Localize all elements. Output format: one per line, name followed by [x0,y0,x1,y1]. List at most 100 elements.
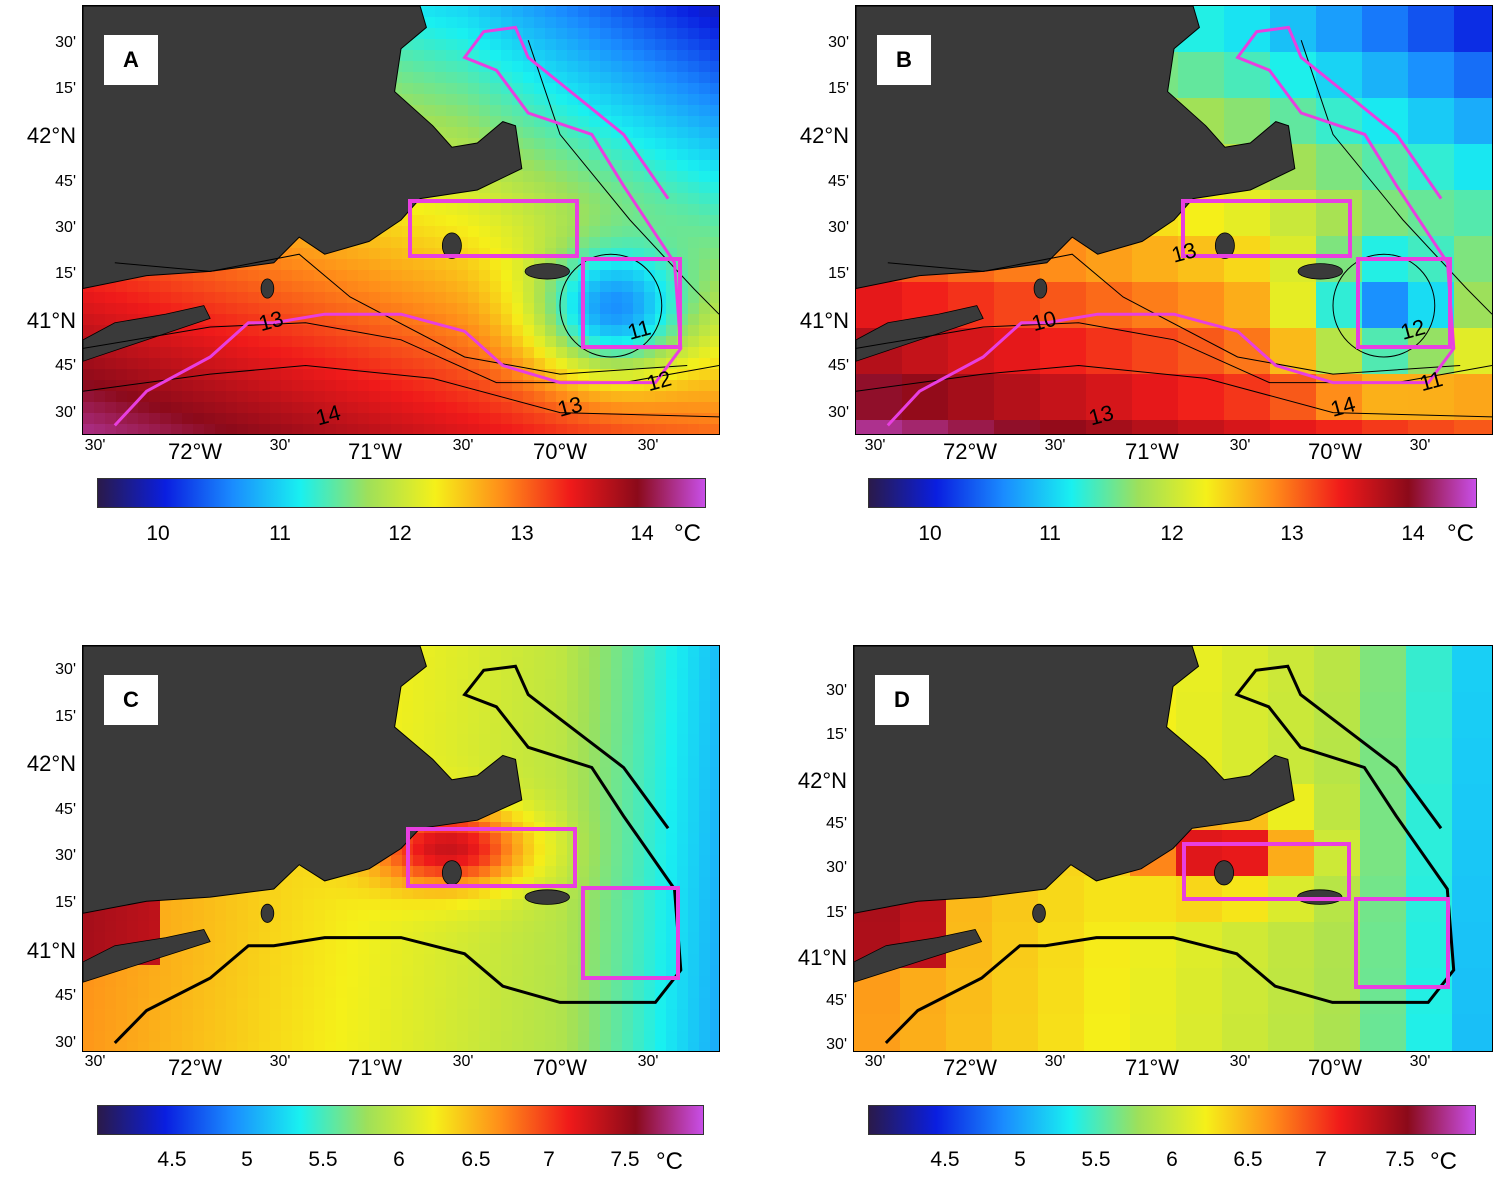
latitude-tick: 42°N [26,123,76,149]
island [1032,903,1046,923]
latitude-tick: 41°N [799,308,849,334]
isotherm-line [559,253,663,358]
colorbar-tick: 13 [1280,522,1304,545]
shelf-contour [113,25,683,427]
colorbar [97,478,706,508]
map-svg [854,646,1492,1051]
colorbar-tick: 12 [1160,522,1184,545]
isotherm-line [114,253,688,375]
latitude-tick: 30' [828,218,849,236]
study-region-box [408,199,579,258]
colorbar-unit: °C [1447,520,1474,547]
study-region-box [1182,842,1351,901]
study-region-box [406,827,577,888]
latitude-tick: 30' [55,1033,76,1051]
panel-label: D [875,675,929,725]
latitude-tick: 42°N [799,123,849,149]
latitude-tick: 45' [55,987,76,1005]
latitude-tick: 15' [826,726,847,744]
colorbar [97,1105,704,1135]
latitude-tick: 42°N [797,767,847,793]
latitude-tick: 30' [828,403,849,421]
longitude-tick: 70°W [1307,1055,1363,1080]
latitude-tick: 15' [55,80,76,98]
colorbar-unit: °C [674,520,701,547]
latitude-tick: 30' [826,682,847,699]
map-area: 10 13 14 11 12 13 [855,5,1493,435]
latitude-tick: 15' [55,707,76,725]
longitude-tick: 30' [452,437,474,454]
long-island [854,929,983,983]
latitude-tick: 15' [55,894,76,911]
latitude-tick: 30' [826,1036,847,1054]
colorbar-tick: 4.5 [930,1148,960,1171]
colorbar-tick: 6.5 [461,1148,491,1171]
latitude-tick: 42°N [26,751,76,777]
study-region-box [1181,199,1352,258]
map-svg [83,646,719,1051]
island [260,278,275,299]
latitude-tick: 30' [55,661,76,678]
long-island [83,929,211,983]
colorbar-tick: 13 [510,522,534,545]
colorbar-unit: °C [1430,1148,1457,1175]
latitude-tick: 41°N [26,308,76,334]
colorbar [868,1105,1476,1135]
shelf-contour [884,664,1456,1044]
colorbar-tick: 11 [269,522,291,545]
latitude-tick: 15' [55,265,76,282]
island [260,903,275,923]
longitude-tick: 30' [864,1053,886,1070]
colorbar-unit: °C [656,1148,683,1175]
study-region-box [581,886,680,980]
colorbar-tick: 14 [1401,522,1425,545]
colorbar-tick: 10 [146,522,170,545]
island [1214,232,1235,259]
study-region-box [1354,897,1450,989]
land-mass [83,646,523,914]
long-island [83,305,211,362]
latitude-tick: 45' [828,357,849,375]
longitude-tick: 71°W [1124,439,1180,464]
latitude-tick: 30' [55,34,76,51]
longitude-tick: 70°W [1307,439,1363,464]
land-mass [83,6,523,290]
colorbar-tick: 7 [1315,1148,1327,1171]
map-area [82,645,720,1052]
colorbar-tick: 7 [543,1148,555,1171]
island [441,232,462,259]
island [441,860,462,886]
latitude-tick: 45' [826,814,847,832]
colorbar-tick: 5 [241,1148,253,1171]
colorbar-tick: 10 [918,522,942,545]
colorbar-tick: 6 [1166,1148,1178,1171]
latitude-tick: 45' [55,800,76,818]
longitude-tick: 30' [269,1053,291,1070]
study-region-box [1356,257,1452,349]
latitude-tick: 15' [826,903,847,921]
isotherm-line [83,364,719,418]
longitude-tick: 72°W [942,439,998,464]
longitude-tick: 71°W [347,1055,403,1080]
colorbar-tick: 5 [1014,1148,1026,1171]
longitude-tick: 30' [84,1053,106,1070]
colorbar-tick: 7.5 [1385,1148,1415,1171]
latitude-tick: 15' [828,80,849,98]
map-area: 13 14 13 12 11 [82,5,720,435]
latitude-tick: 30' [55,403,76,421]
longitude-tick: 30' [637,1053,659,1070]
latitude-tick: 30' [55,218,76,236]
latitude-tick: 45' [55,172,76,190]
panel-label: A [104,35,158,85]
study-region-box [581,257,682,349]
land-mass [856,6,1296,290]
longitude-tick: 30' [864,437,886,454]
colorbar-tick: 6.5 [1233,1148,1263,1171]
island [524,889,570,905]
longitude-tick: 30' [1409,1053,1431,1070]
panel-label: C [104,675,158,725]
colorbar-tick: 14 [630,522,654,545]
isotherm-line [887,253,1461,375]
longitude-tick: 72°W [167,1055,223,1080]
